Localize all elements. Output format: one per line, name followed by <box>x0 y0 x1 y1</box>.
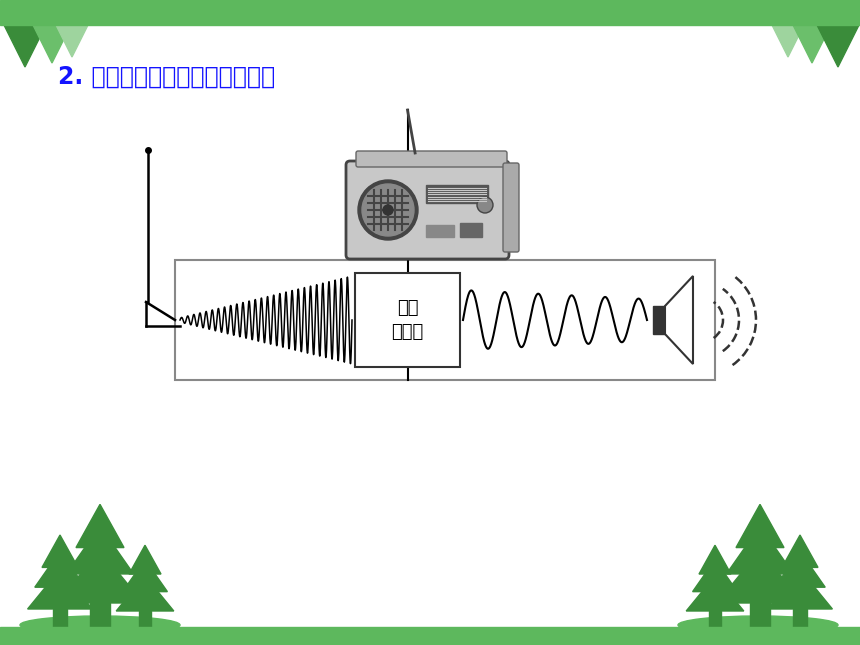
Bar <box>426 225 454 237</box>
Bar <box>0 0 860 25</box>
Bar <box>175 260 715 380</box>
Bar <box>751 603 770 627</box>
Polygon shape <box>123 560 168 591</box>
Circle shape <box>362 184 414 236</box>
Bar <box>0 627 860 645</box>
Polygon shape <box>736 504 784 548</box>
Polygon shape <box>56 25 88 57</box>
Polygon shape <box>727 526 794 574</box>
Polygon shape <box>116 576 174 611</box>
Polygon shape <box>817 25 859 67</box>
Polygon shape <box>716 550 803 603</box>
Polygon shape <box>686 576 744 611</box>
Polygon shape <box>782 535 818 568</box>
Polygon shape <box>42 535 78 568</box>
Circle shape <box>358 180 418 240</box>
FancyBboxPatch shape <box>356 151 507 167</box>
Text: 选台
和解调: 选台 和解调 <box>391 299 424 341</box>
Polygon shape <box>692 560 737 591</box>
Polygon shape <box>775 551 826 587</box>
Polygon shape <box>66 526 133 574</box>
Polygon shape <box>768 570 832 609</box>
Bar <box>426 185 488 203</box>
Bar <box>653 306 665 334</box>
FancyBboxPatch shape <box>346 161 509 259</box>
Polygon shape <box>699 545 731 574</box>
Polygon shape <box>76 504 124 548</box>
Polygon shape <box>4 25 46 67</box>
Bar <box>138 611 151 627</box>
Polygon shape <box>665 276 693 364</box>
Circle shape <box>383 205 393 215</box>
Bar <box>52 609 67 627</box>
Polygon shape <box>772 25 804 57</box>
Polygon shape <box>34 551 85 587</box>
Bar <box>793 609 808 627</box>
Bar <box>90 603 109 627</box>
FancyBboxPatch shape <box>503 163 519 252</box>
Bar <box>355 273 460 367</box>
Bar <box>460 223 482 237</box>
Polygon shape <box>57 550 144 603</box>
Text: 2. 收音机负责信号的接收与还原: 2. 收音机负责信号的接收与还原 <box>58 65 275 89</box>
Polygon shape <box>28 570 92 609</box>
Circle shape <box>477 197 493 213</box>
Bar <box>709 611 722 627</box>
Ellipse shape <box>678 616 838 634</box>
Polygon shape <box>129 545 161 574</box>
Polygon shape <box>793 25 831 63</box>
Ellipse shape <box>20 616 180 634</box>
Polygon shape <box>33 25 71 63</box>
